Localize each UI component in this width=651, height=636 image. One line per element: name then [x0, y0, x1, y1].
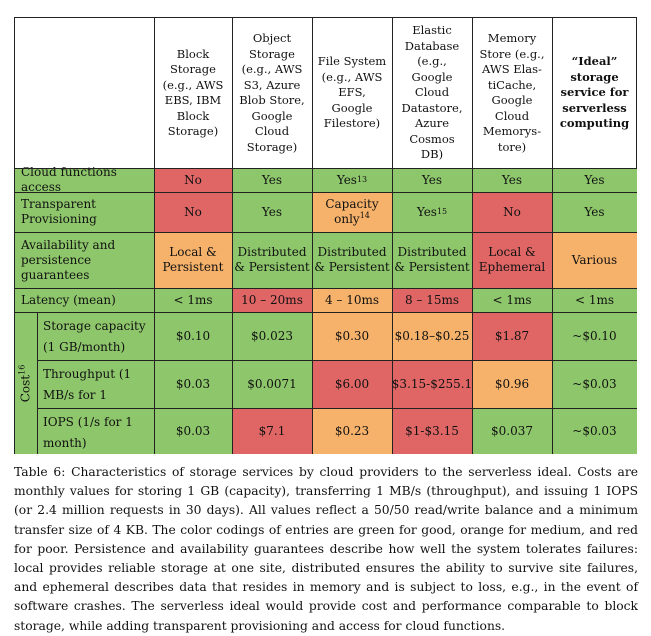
cell-iops-memory: $0.037	[472, 408, 552, 454]
cell-cloud-functions-memory: Yes	[472, 168, 552, 192]
cell-availability-db: Distributed & Persistent	[392, 232, 472, 288]
cell-transparent-db: Yes 15	[392, 192, 472, 232]
cell-capacity-memory: $1.87	[472, 312, 552, 360]
row-label-storage-capacity: Storage capacity (1 GB/month)	[37, 312, 154, 360]
row-label-cloud-functions: Cloud functions access	[15, 165, 154, 194]
row-label-latency: Latency (mean)	[15, 288, 154, 312]
cell-capacity-file: $0.30	[312, 312, 392, 360]
storage-comparison-table: Block Storage (e.g., AWS EBS, IBM Block …	[14, 17, 637, 454]
grid-line	[37, 408, 637, 409]
cell-cloud-functions-db: Yes	[392, 168, 472, 192]
header-elastic-database: Elastic Database (e.g., Google Cloud Dat…	[401, 23, 463, 162]
grid-line	[15, 168, 637, 169]
row-label-throughput: Throughput (1 MB/s for 1 month)	[37, 360, 154, 423]
cell-transparent-block: No	[154, 192, 232, 232]
cell-cloud-functions-block: No	[154, 168, 232, 192]
header-object-storage: Object Storage (e.g., AWS S3, Azure Blob…	[239, 31, 305, 154]
grid-line	[15, 232, 637, 233]
cell-availability-block: Local & Persistent	[154, 232, 232, 288]
grid-line	[15, 192, 637, 193]
cell-iops-object: $7.1	[232, 408, 312, 454]
cell-iops-ideal: ~$0.03	[552, 408, 637, 454]
grid-line	[154, 18, 155, 454]
cell-availability-object: Distributed & Persistent	[232, 232, 312, 288]
cell-latency-memory: < 1ms	[472, 288, 552, 312]
cell-transparent-memory: No	[472, 192, 552, 232]
cell-latency-db: 8 – 15ms	[392, 288, 472, 312]
grid-line	[552, 18, 553, 454]
grid-line	[37, 360, 637, 361]
grid-line	[37, 312, 38, 454]
cell-throughput-block: $0.03	[154, 360, 232, 408]
cell-throughput-ideal: ~$0.03	[552, 360, 637, 408]
header-ideal-storage: “Ideal” storage service for serverless c…	[559, 54, 630, 131]
table-caption: Table 6: Characteristics of storage serv…	[14, 465, 638, 633]
cell-text: Yes	[416, 204, 437, 219]
cell-throughput-db: $3.15-$255.1	[392, 360, 472, 408]
cell-transparent-ideal: Yes	[552, 192, 637, 232]
cell-transparent-object: Yes	[232, 192, 312, 232]
cell-text: Capacity only14	[320, 197, 384, 227]
cell-capacity-ideal: ~$0.10	[552, 312, 637, 360]
cell-iops-file: $0.23	[312, 408, 392, 454]
cost-group-label: Cost16	[15, 312, 37, 454]
grid-line	[15, 312, 637, 313]
cost-label-text: Cost16	[17, 364, 34, 402]
cell-latency-object: 10 – 20ms	[232, 288, 312, 312]
row-label-iops: IOPS (1/s for 1 month)	[37, 408, 154, 454]
cell-latency-block: < 1ms	[154, 288, 232, 312]
cell-availability-memory: Local & Ephemeral	[472, 232, 552, 288]
grid-line	[312, 18, 313, 454]
grid-line	[15, 288, 637, 289]
cell-throughput-memory: $0.96	[472, 360, 552, 408]
cell-capacity-block: $0.10	[154, 312, 232, 360]
cell-cloud-functions-object: Yes	[232, 168, 312, 192]
header-file-system: File System (e.g., AWS EFS, Google Files…	[317, 54, 387, 131]
cell-text-main: Capacity only	[325, 197, 379, 226]
row-label-availability: Availability and persistence guarantees	[15, 232, 154, 288]
cell-throughput-object: $0.0071	[232, 360, 312, 408]
row-label-transparent-provisioning: Transparent Provisioning	[15, 192, 154, 232]
grid-line	[392, 18, 393, 454]
header-memory-store: Memory Store (e.g., AWS Elas-tiCache, Go…	[479, 31, 545, 154]
grid-line	[232, 18, 233, 454]
footnote-marker: 14	[359, 211, 370, 220]
cell-transparent-file: Capacity only14	[312, 192, 392, 232]
cell-availability-file: Distributed & Persistent	[312, 232, 392, 288]
cell-latency-ideal: < 1ms	[552, 288, 637, 312]
cell-cloud-functions-file: Yes 13	[312, 168, 392, 192]
header-block-storage: Block Storage (e.g., AWS EBS, IBM Block …	[162, 46, 224, 139]
cell-text: Yes	[336, 172, 357, 187]
cell-iops-db: $1-$3.15	[392, 408, 472, 454]
cell-latency-file: 4 – 10ms	[312, 288, 392, 312]
cell-iops-block: $0.03	[154, 408, 232, 454]
cell-cloud-functions-ideal: Yes	[552, 168, 637, 192]
grid-line	[472, 18, 473, 454]
cell-throughput-file: $6.00	[312, 360, 392, 408]
footnote-marker: 16	[17, 364, 27, 375]
cost-label-main: Cost	[18, 374, 33, 402]
cell-capacity-db: $0.18–$0.25	[392, 312, 472, 360]
cell-capacity-object: $0.023	[232, 312, 312, 360]
cell-availability-ideal: Various	[552, 232, 637, 288]
